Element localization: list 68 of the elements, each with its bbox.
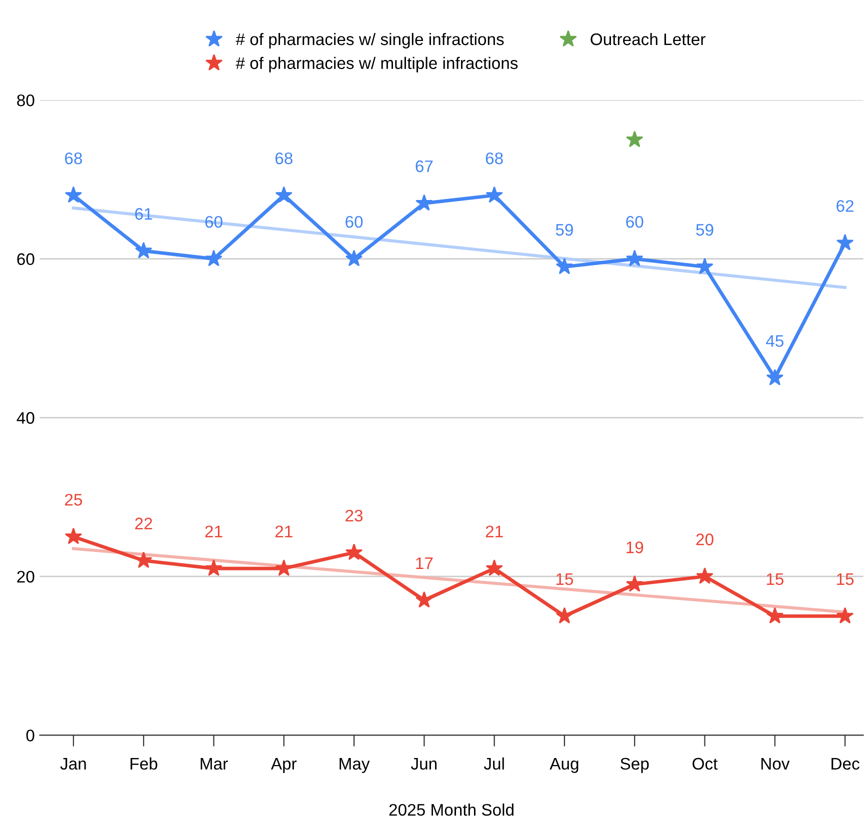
data-label: 68	[275, 152, 292, 164]
point	[134, 242, 152, 258]
data-label: 15	[556, 573, 574, 586]
y-tick-label: 80	[17, 94, 34, 106]
data-label: 60	[205, 216, 222, 228]
data-label: 25	[65, 494, 82, 506]
y-tick-label: 60	[17, 253, 34, 266]
x-tick-label: Jan	[60, 758, 86, 770]
data-label: 45	[766, 335, 784, 347]
point	[556, 258, 574, 274]
point	[64, 186, 82, 203]
point	[836, 607, 854, 624]
data-label: 59	[696, 224, 714, 236]
data-label: 67	[416, 160, 433, 172]
legend-label: # of pharmacies w/ multiple infractions	[236, 56, 518, 72]
data-label: 23	[346, 510, 363, 522]
y-tick-label: 40	[16, 412, 34, 424]
data-label: 21	[205, 526, 222, 538]
x-tick-label: May	[340, 758, 370, 773]
x-tick-label: Oct	[692, 758, 718, 770]
x-tick-label: Dec	[832, 758, 860, 770]
data-label: 68	[486, 152, 503, 164]
data-label: 21	[486, 526, 503, 538]
point	[205, 250, 222, 266]
data-label: 20	[696, 534, 714, 546]
data-label: 60	[346, 216, 363, 228]
data-label: 61	[135, 208, 152, 220]
point	[836, 234, 854, 250]
legend-label: Outreach Letter	[590, 32, 706, 46]
point	[486, 186, 503, 203]
point	[416, 591, 433, 608]
data-label: 68	[65, 152, 82, 164]
y-tick-label: 0	[26, 730, 34, 742]
point	[696, 567, 714, 584]
point	[626, 250, 644, 266]
data-label: 21	[275, 526, 292, 538]
point	[626, 575, 644, 592]
point	[64, 528, 82, 544]
data-label: 59	[556, 224, 573, 236]
point	[486, 559, 503, 576]
data-label: 19	[626, 541, 644, 554]
data-label: 60	[626, 216, 644, 228]
point	[345, 250, 363, 266]
data-label: 15	[766, 573, 784, 586]
point	[275, 186, 293, 203]
point	[766, 368, 784, 386]
point	[345, 544, 363, 560]
point	[416, 194, 433, 211]
legend-label: # of pharmacies w/ single infractions	[236, 32, 504, 48]
point	[696, 258, 714, 274]
x-tick-label: Jun	[411, 758, 437, 770]
data-label: 15	[837, 573, 854, 586]
x-tick-label: Nov	[761, 758, 790, 770]
point	[556, 607, 574, 624]
data-label: 22	[135, 518, 152, 530]
x-tick-label: Sep	[620, 758, 649, 773]
x-tick-label: Apr	[270, 758, 297, 773]
point	[205, 559, 222, 576]
x-axis-title: 2025 Month Sold	[389, 804, 514, 816]
data-label: 62	[836, 200, 854, 212]
y-tick-label: 20	[17, 570, 34, 583]
x-tick-label: Mar	[200, 758, 228, 770]
point	[766, 607, 784, 624]
data-label: 17	[416, 558, 433, 569]
x-tick-label: Jul	[484, 757, 504, 770]
point	[275, 559, 293, 576]
x-tick-label: Feb	[130, 757, 158, 770]
x-tick-label: Aug	[550, 758, 578, 773]
